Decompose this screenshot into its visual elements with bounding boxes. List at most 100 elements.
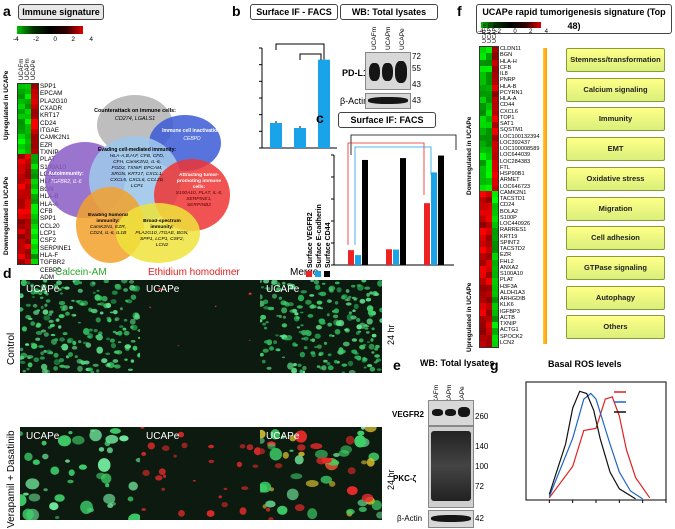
gene-name: PNRP [500,77,516,84]
heatmap-cell [24,144,32,149]
heatmap-cell [24,249,32,254]
bar [431,172,437,265]
pdl1-band [395,61,407,83]
cell [31,296,35,298]
cell [48,319,54,323]
heatmap-cell [492,72,498,79]
cell [71,299,75,302]
heatmap-cell [18,119,25,124]
heatmap-cell [486,115,492,122]
cell [35,337,41,341]
cell [99,311,104,315]
cell [368,298,372,300]
gene-name: H3F3A [500,283,518,290]
heatmap-cell [480,340,486,347]
heatmap-cell [31,164,39,169]
heatmap-cell [486,172,492,179]
cell [39,296,44,299]
heatmap-cell [31,184,39,189]
heatmap-cell [486,253,492,260]
cell [109,428,121,434]
heatmap-cell [480,47,486,54]
side-label-up-f: Upregulated in UCAPe [466,282,473,352]
cell [326,362,331,366]
cell [365,331,370,334]
heatmap-row [18,214,39,219]
heatmap-cell [24,189,32,194]
heatmap-row [480,315,498,322]
actin-blot-e [428,510,474,528]
heatmap-cell [480,72,486,79]
heatmap-row [18,259,39,264]
heatmap-cell [24,104,32,109]
heatmap-cell [18,224,25,229]
cell [323,359,328,363]
cell [262,348,269,353]
cell [119,307,123,311]
cell [105,483,110,488]
cell [366,318,373,325]
heatmap-row [18,149,39,154]
cell [60,345,65,348]
cell [161,487,166,491]
gene-name: CFB [500,64,512,71]
venn-broad [116,203,200,263]
cell [267,443,276,450]
cell [22,508,34,520]
cell [358,338,364,343]
heatmap-cell [31,159,39,164]
scale-tick: 4 [89,36,93,43]
heatmap-cell [24,254,32,259]
cell [260,448,265,455]
cell [321,365,327,371]
cell [56,280,62,285]
venn-evading-cell-genes-box: HLA-A,B,H,F, CFB, CFD, CFH, CamK2N1, IL-… [110,154,164,189]
side-label-down-f: Downregulated in UCAPe [466,116,473,195]
heatmap-cell [486,140,492,147]
venn-counterattack-title: Counterattack on immune cells: [94,108,176,114]
gene-name: TOP1 [500,114,515,121]
cell [289,435,297,442]
heatmap-cell [24,149,32,154]
pkc-smear [431,431,471,501]
sig-bracket [347,142,425,245]
cell [333,308,340,314]
cell [277,505,288,515]
heatmap-cell [480,153,486,160]
cell [346,313,354,321]
heatmap-cell [486,240,492,247]
cell [376,358,382,362]
wb-b-col-2: UCAPm [385,26,392,50]
heatmap-row [480,153,498,160]
cell [360,427,366,430]
heatmap-cell [24,164,32,169]
heatmap-cell [24,199,32,204]
cell [287,302,294,307]
cell [268,517,274,520]
cell [317,306,321,309]
heatmap-cell [31,124,39,129]
cell [362,343,367,347]
cell [45,292,49,296]
heatmap-cell [492,272,498,279]
heatmap-row [480,340,498,347]
cell [354,352,359,355]
cell [263,280,270,284]
heatmap-row [480,303,498,310]
gene-name: ARHGDIB [500,296,526,302]
cell [364,286,371,290]
cell [106,362,111,367]
signature-box: Others [566,315,665,340]
heatmap-cell [486,97,492,104]
gene-name: LOC646723 [500,183,531,190]
col-header-ethidium: Ethidium homodimer [148,267,240,278]
scale-tick: 2 [71,36,75,43]
image-treated-ethidium: UCAPe [140,427,262,520]
cell [374,347,379,351]
cell [366,292,370,297]
heatmap-cell [492,78,498,85]
heatmap-cell [31,224,39,229]
cell [59,337,65,342]
cell [68,352,73,357]
heatmap-cell [486,190,492,197]
